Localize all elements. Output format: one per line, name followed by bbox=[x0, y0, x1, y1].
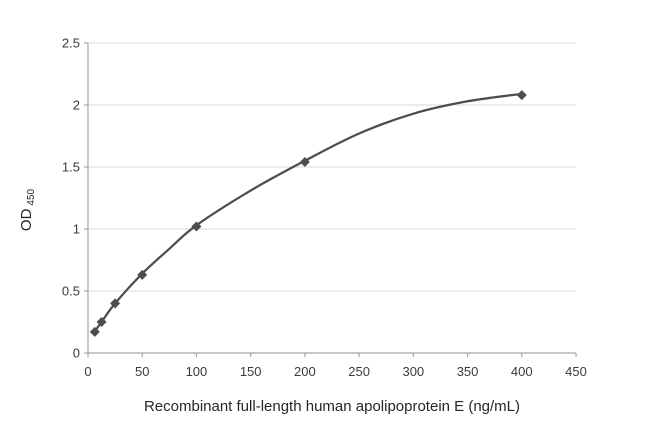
data-point-marker bbox=[137, 269, 148, 280]
x-tick-label: 50 bbox=[135, 364, 149, 379]
data-point-marker bbox=[191, 221, 202, 232]
y-tick-label: 1 bbox=[73, 222, 80, 237]
y-tick-label: 0 bbox=[73, 346, 80, 361]
data-point-marker bbox=[516, 90, 527, 101]
trend-curve bbox=[92, 92, 523, 335]
axes bbox=[84, 42, 577, 357]
y-axis-title: OD 450 bbox=[18, 188, 37, 231]
x-tick-label: 450 bbox=[565, 364, 587, 379]
data-point-marker bbox=[110, 298, 121, 309]
x-tick-label: 0 bbox=[84, 364, 91, 379]
x-tick-label: 350 bbox=[457, 364, 479, 379]
y-tick-label: 2.5 bbox=[62, 36, 80, 51]
data-points bbox=[89, 90, 527, 337]
gridlines bbox=[88, 42, 576, 292]
y-tick-label: 0.5 bbox=[62, 284, 80, 299]
y-tick-label: 2 bbox=[73, 98, 80, 113]
data-point-marker bbox=[299, 157, 310, 168]
y-axis-title-main: OD bbox=[18, 208, 35, 231]
tick-labels: 0 0.5 1 1.5 2 2.5 0 50 100 150 200 250 300 350 400 450 bbox=[62, 36, 587, 380]
data-point-marker bbox=[96, 317, 107, 327]
y-axis-title-subscript: 450 bbox=[26, 188, 37, 205]
data-point-marker bbox=[89, 326, 100, 337]
x-tick-label: 400 bbox=[511, 364, 533, 379]
x-tick-label: 150 bbox=[240, 364, 262, 379]
x-tick-label: 250 bbox=[348, 364, 370, 379]
y-tick-label: 1.5 bbox=[62, 160, 80, 175]
x-axis-title: Recombinant full-length human apolipopro… bbox=[144, 398, 520, 415]
x-tick-label: 300 bbox=[402, 364, 424, 379]
x-tick-label: 100 bbox=[186, 364, 208, 379]
x-tick-label: 200 bbox=[294, 364, 316, 379]
